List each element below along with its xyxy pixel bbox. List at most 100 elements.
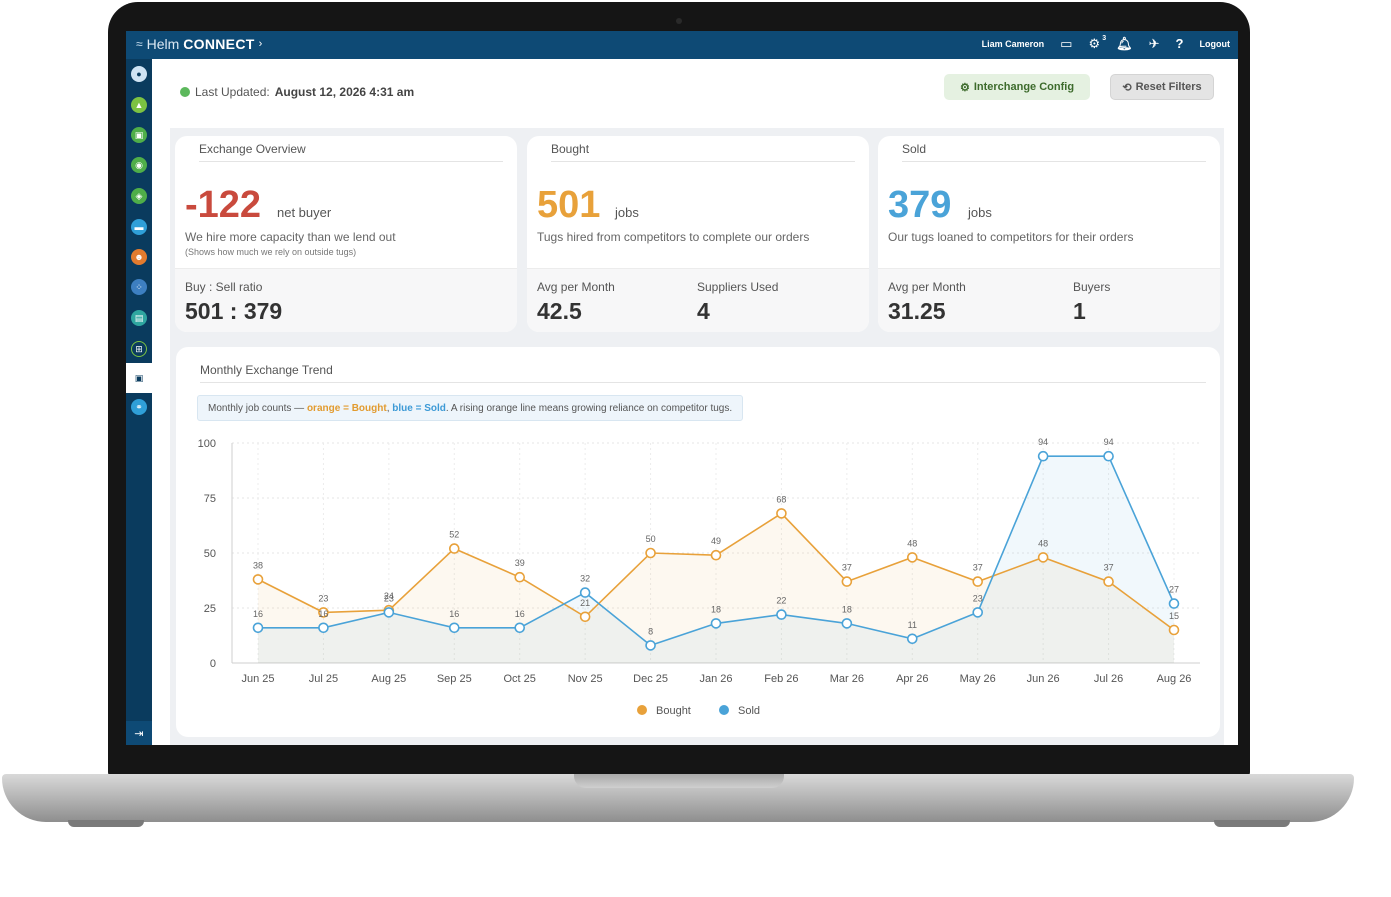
monthly-trend-card: Monthly Exchange Trend Monthly job count… xyxy=(176,347,1220,737)
x-tick-label: Aug 26 xyxy=(1157,673,1192,685)
data-label-sold: 16 xyxy=(318,609,328,619)
integrations-icon[interactable]: ⚭ xyxy=(131,399,147,415)
laptop-foot-right xyxy=(1214,820,1290,827)
data-label-sold: 22 xyxy=(776,596,786,606)
x-tick-label: Aug 25 xyxy=(371,673,406,685)
data-point-bought xyxy=(514,571,526,583)
package-icon[interactable]: ◈ xyxy=(131,188,147,204)
data-point-bought xyxy=(972,576,984,587)
crew-icon[interactable]: ☻ xyxy=(131,249,147,265)
data-label-bought: 49 xyxy=(711,536,721,546)
note-prefix: Monthly job counts — xyxy=(208,402,305,414)
help-icon[interactable]: ? xyxy=(1175,36,1184,51)
sold-unit: jobs xyxy=(968,205,992,220)
net-value: -122 xyxy=(185,184,262,226)
divider xyxy=(551,161,855,162)
chevron-right-icon: › xyxy=(258,38,263,50)
data-label-bought: 37 xyxy=(1104,563,1114,573)
card-description: Tugs hired from competitors to complete … xyxy=(537,230,810,244)
document-icon[interactable]: ▤ xyxy=(131,310,147,326)
sold-value: 379 xyxy=(888,184,952,226)
top-bar: ≈ Helm CONNECT › Liam Cameron ▭ ⚙ 3 🔔︎ ✈ … xyxy=(126,31,1238,59)
reset-filters-label: Reset Filters xyxy=(1135,81,1202,93)
location-icon[interactable]: ◉ xyxy=(131,157,147,173)
camera xyxy=(676,18,682,24)
sidebar: ● ▲ ▣ ◉ ◈ ▬ ☻ ⁘ ▤ ⊞ ▣ ⚭ ⇥ xyxy=(126,59,152,745)
net-unit: net buyer xyxy=(277,205,332,220)
data-label-bought: 21 xyxy=(580,598,590,608)
bought-card: Bought 501 jobs Tugs hired from competit… xyxy=(527,136,869,332)
x-tick-label: Apr 26 xyxy=(896,673,928,685)
top-bar-actions: Liam Cameron ▭ ⚙ 3 🔔︎ ✈ ? Logout xyxy=(981,35,1231,51)
bell-icon[interactable]: 🔔︎ xyxy=(1116,36,1133,51)
x-tick-label: Mar 26 xyxy=(830,673,864,685)
data-point-sold xyxy=(645,640,656,651)
sold-card: Sold 379 jobs Our tugs loaned to competi… xyxy=(878,136,1220,332)
user-icon[interactable]: ● xyxy=(131,66,147,82)
data-point-sold xyxy=(448,622,460,634)
divider xyxy=(200,382,1206,383)
y-tick-label: 100 xyxy=(198,438,216,450)
dispatch-icon[interactable]: ▲ xyxy=(131,97,147,113)
avg-month-label: Avg per Month xyxy=(888,280,966,294)
brand-connect: CONNECT xyxy=(183,36,255,52)
data-label-sold: 94 xyxy=(1104,437,1114,447)
data-point-bought xyxy=(1168,624,1180,636)
data-label-sold: 18 xyxy=(711,604,721,614)
data-label-bought: 24 xyxy=(384,591,394,601)
megaphone-icon[interactable]: ✈ xyxy=(1148,36,1160,51)
legend-marker-sold xyxy=(719,705,729,715)
x-tick-label: Jan 26 xyxy=(699,673,732,685)
card-note: (Shows how much we rely on outside tugs) xyxy=(185,247,357,257)
data-point-bought xyxy=(776,508,787,519)
data-point-bought xyxy=(645,547,656,559)
y-tick-label: 50 xyxy=(204,548,216,560)
x-tick-label: Dec 25 xyxy=(633,673,668,685)
data-point-sold xyxy=(972,607,984,618)
apps-icon[interactable]: ⁘ xyxy=(131,279,147,295)
interchange-config-label: Interchange Config xyxy=(973,81,1075,93)
data-label-bought: 39 xyxy=(515,558,525,568)
trend-chart: 0 25 50 75 100 Jun 25 Jul 25 Aug 25 Sep 25 Oct 25… xyxy=(198,437,1200,717)
data-label-bought: 23 xyxy=(318,593,328,603)
monitor-icon[interactable]: ▭ xyxy=(1060,36,1073,51)
card-footer: Avg per Month 42.5 Suppliers Used 4 xyxy=(527,268,869,332)
data-label-bought: 15 xyxy=(1169,611,1179,621)
divider xyxy=(902,161,1206,162)
report-icon[interactable]: ⊞ xyxy=(131,341,147,357)
avg-month-label: Avg per Month xyxy=(537,280,615,294)
reset-filters-button[interactable]: ⟲ Reset Filters xyxy=(1110,74,1214,100)
laptop-notch xyxy=(574,774,784,788)
collapse-sidebar-icon[interactable]: ⇥ xyxy=(126,721,152,745)
app-screen: ≈ Helm CONNECT › Liam Cameron ▭ ⚙ 3 🔔︎ ✈ … xyxy=(126,31,1238,745)
last-updated: Last Updated: August 12, 2026 4:31 am xyxy=(180,85,414,99)
data-point-bought xyxy=(841,576,853,587)
data-point-sold xyxy=(383,607,395,618)
bought-unit: jobs xyxy=(615,205,639,220)
gear-icon[interactable]: ⚙ 3 xyxy=(1088,35,1106,51)
data-label-sold: 27 xyxy=(1169,585,1179,595)
brand-logo[interactable]: ≈ Helm CONNECT › xyxy=(136,36,262,52)
data-point-sold xyxy=(710,618,722,629)
chart-note: Monthly job counts — orange = Bought , b… xyxy=(197,395,744,421)
interchange-config-button[interactable]: ⚙ Interchange Config xyxy=(944,74,1090,100)
user-name[interactable]: Liam Cameron xyxy=(981,39,1045,49)
vessel-icon[interactable]: ▬ xyxy=(131,219,147,235)
data-label-sold: 23 xyxy=(973,593,983,603)
logout-link[interactable]: Logout xyxy=(1199,39,1231,49)
interchange-icon[interactable]: ▣ xyxy=(131,370,147,386)
checklist-icon[interactable]: ▣ xyxy=(131,127,147,143)
status-dot-icon xyxy=(180,87,190,97)
y-tick-label: 0 xyxy=(210,658,216,670)
x-tick-label: Nov 25 xyxy=(568,673,603,685)
settings-badge: 3 xyxy=(1102,35,1107,42)
data-point-bought xyxy=(252,574,264,585)
data-label-bought: 52 xyxy=(449,530,459,540)
card-footer: Buy : Sell ratio 501 : 379 xyxy=(175,268,517,332)
data-label-bought: 37 xyxy=(842,563,852,573)
brand-helm: Helm xyxy=(146,36,180,52)
reset-icon: ⟲ xyxy=(1122,81,1132,94)
last-updated-value: August 12, 2026 4:31 am xyxy=(274,85,415,99)
chart-title: Monthly Exchange Trend xyxy=(200,363,333,377)
data-label-sold: 94 xyxy=(1038,437,1048,447)
